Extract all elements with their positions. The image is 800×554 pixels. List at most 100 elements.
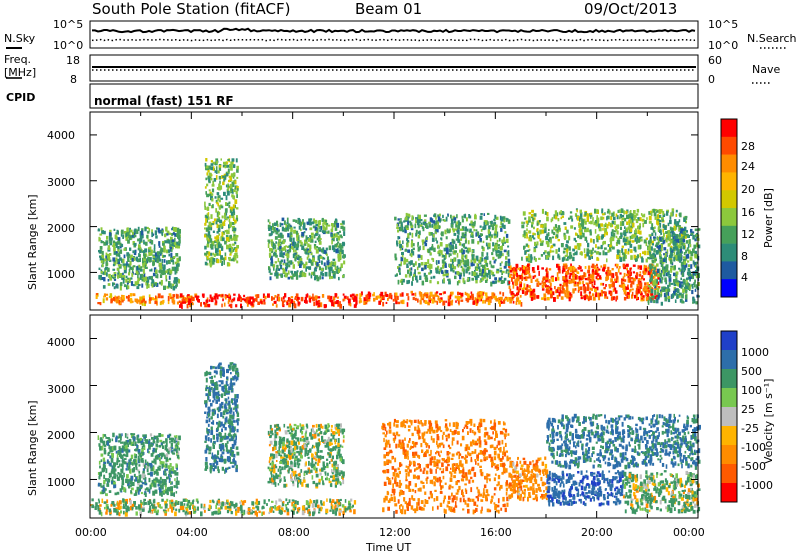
power-cell: [618, 284, 621, 288]
power-cell: [321, 230, 325, 233]
power-cell: [155, 282, 159, 287]
power-cell: [178, 300, 181, 303]
power-cell: [129, 299, 133, 304]
power-cell: [224, 256, 227, 261]
power-cell: [142, 263, 145, 268]
power-cell: [269, 248, 272, 252]
velocity-cell: [158, 504, 161, 508]
power-cell: [622, 256, 626, 262]
power-cell: [464, 246, 467, 250]
power-cell: [418, 291, 421, 295]
power-cell: [588, 291, 591, 294]
power-cell: [455, 300, 457, 303]
power-cell: [375, 295, 378, 300]
power-cell: [153, 248, 156, 251]
power-cell: [667, 291, 670, 296]
power-cell: [226, 244, 229, 250]
power-cell: [512, 266, 516, 272]
power-cell: [526, 276, 530, 279]
power-cell: [277, 258, 280, 263]
power-cell: [654, 281, 657, 286]
power-cell: [418, 263, 421, 268]
power-cell: [562, 267, 565, 273]
power-cell: [417, 231, 421, 234]
power-cell: [282, 269, 286, 274]
velocity-cell: [275, 500, 278, 505]
power-cell: [446, 274, 449, 278]
power-cell: [683, 252, 686, 256]
power-cell: [208, 180, 211, 184]
power-cell: [693, 282, 696, 288]
power-cell: [457, 239, 461, 243]
power-cell: [302, 263, 306, 269]
power-cell: [606, 296, 609, 299]
power-cell: [695, 274, 698, 279]
power-cell: [116, 298, 119, 304]
power-cell: [655, 209, 659, 213]
power-heatmap: [95, 158, 701, 309]
power-cell: [129, 229, 132, 232]
power-cell: [624, 242, 627, 246]
power-cell: [619, 253, 621, 258]
power-cell: [207, 231, 211, 236]
velocity-cell: [146, 467, 149, 473]
power-cell: [280, 252, 284, 258]
power-cell: [394, 295, 397, 300]
velocity-cell: [135, 506, 138, 510]
power-cell: [167, 299, 170, 305]
power-cell: [678, 280, 681, 286]
velocity-cell: [302, 508, 305, 513]
power-cell: [496, 268, 500, 273]
power-cell: [492, 248, 495, 252]
power-cell: [479, 280, 482, 283]
power-cell: [685, 290, 688, 294]
power-cell: [524, 217, 527, 220]
power-cell: [212, 161, 216, 165]
power-cell: [296, 236, 299, 242]
power-cell: [462, 269, 465, 274]
power-cell: [216, 160, 218, 164]
power-cell: [504, 297, 507, 301]
power-cell: [339, 252, 342, 255]
power-cell: [548, 286, 552, 289]
velocity-cell: [123, 510, 125, 515]
power-cell: [447, 214, 449, 217]
power-cell: [457, 220, 460, 226]
power-cell: [126, 231, 130, 236]
power-cell: [431, 244, 434, 249]
power-cell: [457, 300, 460, 304]
power-cell: [331, 270, 334, 274]
velocity-cell: [303, 508, 306, 513]
power-cell: [570, 254, 573, 259]
power-cell: [221, 231, 224, 237]
velocity-cell: [164, 500, 168, 506]
power-cell: [675, 240, 678, 246]
velocity-cell: [308, 511, 311, 514]
power-cell: [424, 219, 427, 222]
power-cell: [336, 265, 339, 269]
power-cell: [500, 279, 504, 284]
power-cell: [649, 285, 652, 290]
power-cell: [604, 291, 607, 297]
power-cell: [610, 215, 613, 220]
power-cell: [278, 238, 282, 243]
power-cell: [254, 294, 258, 297]
velocity-cell: [162, 465, 166, 468]
velocity-cell: [137, 452, 141, 455]
power-cell: [619, 272, 622, 275]
power-cell: [112, 244, 116, 247]
power-cell: [334, 266, 337, 271]
power-cell: [643, 267, 646, 272]
power-cell: [400, 256, 404, 262]
power-cell: [656, 263, 659, 267]
power-cell: [108, 232, 112, 237]
power-cell: [289, 224, 292, 227]
power-cell: [677, 282, 680, 287]
power-cell: [669, 259, 673, 264]
power-cell: [159, 274, 163, 278]
power-cell: [159, 265, 163, 270]
power-cell: [596, 278, 599, 281]
power-cell: [336, 300, 339, 304]
power-cell: [274, 252, 277, 256]
power-cell: [151, 283, 154, 287]
